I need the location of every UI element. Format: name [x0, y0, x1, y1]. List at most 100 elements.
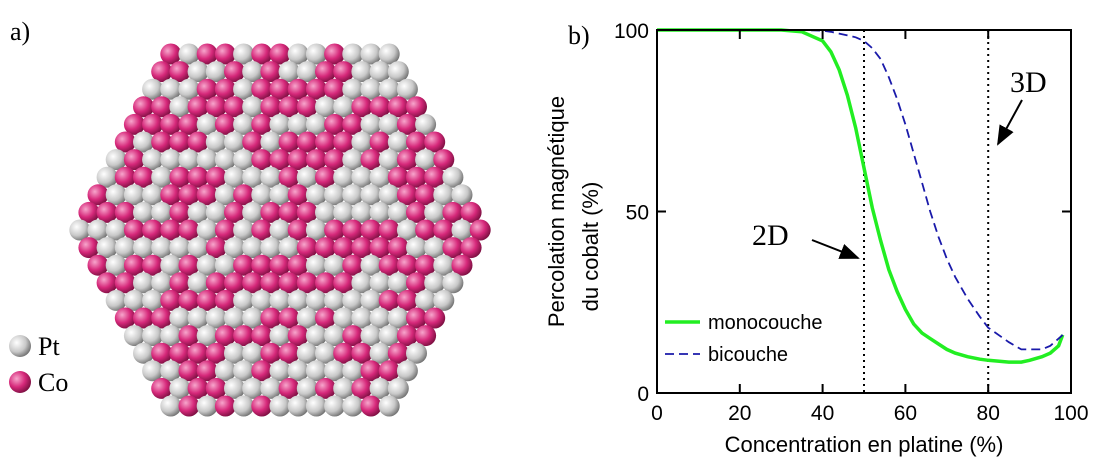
- atom: [214, 149, 236, 171]
- atom: [315, 377, 336, 399]
- atom: [387, 131, 409, 153]
- atom: [296, 201, 318, 223]
- atom: [78, 201, 100, 223]
- atom: [133, 201, 154, 223]
- atom: [214, 395, 236, 417]
- atom: [342, 325, 364, 347]
- atom: [315, 307, 336, 329]
- atom: [123, 289, 145, 311]
- atom: [324, 219, 346, 241]
- atom: [287, 254, 309, 276]
- atom: [251, 360, 273, 382]
- atom: [378, 149, 400, 171]
- atom: [287, 149, 309, 171]
- atom: [251, 395, 273, 417]
- atom: [242, 342, 264, 364]
- atom: [233, 360, 255, 382]
- atom: [287, 395, 309, 417]
- atom: [315, 272, 336, 294]
- atom: [315, 166, 336, 188]
- y-tick-label: 100: [614, 20, 649, 43]
- atom: [187, 61, 209, 83]
- atom: [369, 131, 391, 153]
- atom: [424, 201, 446, 223]
- atom: [287, 43, 309, 65]
- atom: [160, 113, 182, 135]
- atom: [278, 166, 300, 188]
- atom: [378, 360, 400, 382]
- atom: [396, 184, 418, 206]
- atom: [187, 237, 209, 259]
- atom: [214, 219, 236, 241]
- atom: [451, 184, 473, 206]
- atom: [269, 43, 291, 65]
- atom: [433, 254, 455, 276]
- atom: [378, 325, 400, 347]
- atom: [142, 184, 164, 206]
- atom: [178, 184, 200, 206]
- atom: [224, 377, 245, 399]
- atom: [269, 325, 291, 347]
- atom: [324, 184, 346, 206]
- atom: [233, 149, 255, 171]
- atom: [96, 237, 118, 259]
- atom: [269, 149, 291, 171]
- atom: [187, 201, 209, 223]
- atom: [378, 219, 400, 241]
- y-axis-label: du cobalt (%): [578, 182, 603, 312]
- atom: [296, 166, 318, 188]
- atom: [242, 201, 264, 223]
- atom: [278, 61, 300, 83]
- atom: [351, 96, 373, 118]
- atom: [387, 201, 409, 223]
- atom: [178, 289, 200, 311]
- atom: [169, 96, 191, 118]
- atom: [251, 78, 273, 100]
- atom: [305, 149, 327, 171]
- atom: [305, 184, 327, 206]
- atom: [305, 395, 327, 417]
- atom: [160, 78, 182, 100]
- atom: [260, 166, 282, 188]
- atom: [369, 307, 391, 329]
- atom: [169, 166, 191, 188]
- atom: [269, 113, 291, 135]
- x-tick-label: 100: [1053, 402, 1088, 425]
- atom: [324, 254, 346, 276]
- legend-label: bicouche: [708, 344, 788, 366]
- atom: [205, 166, 227, 188]
- series-line: [657, 28, 1065, 364]
- atom: [196, 254, 218, 276]
- atom: [415, 325, 437, 347]
- atom: [114, 237, 136, 259]
- atom: [287, 360, 309, 382]
- atom: [96, 166, 118, 188]
- panel-label: b): [568, 21, 590, 50]
- y-tick-label: 0: [637, 383, 649, 406]
- legend-label: Co: [38, 368, 68, 397]
- atom: [360, 395, 382, 417]
- atom: [233, 395, 255, 417]
- atom: [278, 342, 300, 364]
- atom: [251, 184, 273, 206]
- atom: [151, 201, 173, 223]
- atom: [378, 254, 400, 276]
- atom: [351, 272, 373, 294]
- atom: [151, 377, 173, 399]
- atom: [87, 254, 109, 276]
- legend-swatch: [9, 335, 31, 357]
- atom: [114, 166, 136, 188]
- atom: [151, 307, 173, 329]
- atom: [396, 360, 418, 382]
- atom: [142, 360, 164, 382]
- atom: [160, 184, 182, 206]
- atom: [233, 289, 255, 311]
- atom: [260, 61, 282, 83]
- atom: [187, 96, 209, 118]
- atom: [142, 325, 164, 347]
- atom: [406, 131, 427, 153]
- atom: [187, 377, 209, 399]
- atom: [324, 360, 346, 382]
- atom: [378, 395, 400, 417]
- atom: [315, 201, 336, 223]
